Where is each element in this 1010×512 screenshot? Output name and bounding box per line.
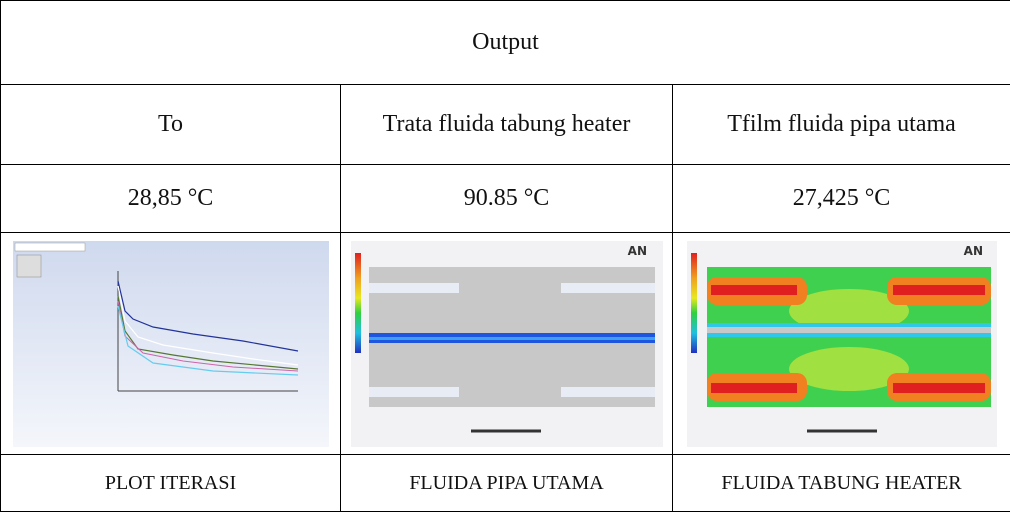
- caption-cell: FLUIDA TABUNG HEATER: [673, 455, 1010, 512]
- table-title: Output: [1, 1, 1010, 85]
- image-cell: [1, 233, 341, 455]
- main-pipe-image: AN: [351, 241, 663, 447]
- value-cell: 90.85 °C: [341, 165, 673, 233]
- svg-text:AN: AN: [963, 244, 982, 258]
- caption-cell: FLUIDA PIPA UTAMA: [341, 455, 673, 512]
- output-table: Output To Trata fluida tabung heater Tfi…: [0, 0, 1010, 512]
- caption-cell: PLOT ITERASI: [1, 455, 341, 512]
- image-cell: AN: [673, 233, 1010, 455]
- value-cell: 27,425 °C: [673, 165, 1010, 233]
- value-cell: 28,85 °C: [1, 165, 341, 233]
- header-cell: Trata fluida tabung heater: [341, 85, 673, 165]
- header-cell: To: [1, 85, 341, 165]
- header-cell: Tfilm fluida pipa utama: [673, 85, 1010, 165]
- iteration-plot-image: [13, 241, 329, 447]
- svg-text:AN: AN: [627, 244, 646, 258]
- image-cell: AN: [341, 233, 673, 455]
- heater-tube-image: AN: [687, 241, 997, 447]
